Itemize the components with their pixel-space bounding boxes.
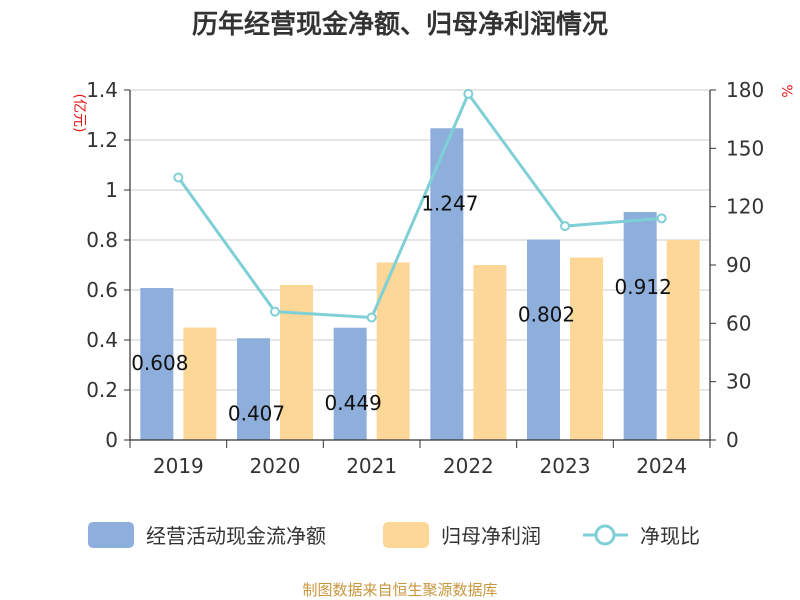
legend-swatch-cashflow: [88, 522, 134, 548]
data-label-cashflow: 0.449: [325, 391, 382, 415]
bar-netprofit: [473, 265, 507, 440]
right-tick-label: 0: [726, 428, 739, 452]
bar-cashflow: [623, 212, 657, 440]
left-tick-label: 0: [105, 428, 118, 452]
left-tick-label: 0.8: [86, 228, 118, 252]
bar-netprofit: [666, 240, 700, 440]
ratio-point: [656, 213, 667, 224]
legend: 经营活动现金流净额 归母净利润 净现比: [88, 522, 700, 548]
left-tick-label: 0.4: [86, 328, 118, 352]
right-axis-unit: %: [778, 84, 794, 97]
legend-label-ratio: 净现比: [640, 524, 700, 548]
right-tick-label: 120: [726, 195, 764, 219]
legend-swatch-netprofit: [383, 522, 429, 548]
ratio-line-path: [177, 92, 662, 319]
chart-title: 历年经营现金净额、归母净利润情况: [192, 9, 608, 40]
data-label-cashflow: 0.608: [131, 351, 188, 375]
bars: [140, 128, 700, 440]
legend-marker-ratio: [594, 524, 616, 546]
right-tick-label: 60: [726, 311, 751, 335]
x-tick-label: 2019: [153, 454, 204, 478]
left-tick-label: 1.4: [86, 78, 118, 102]
left-tick-label: 1: [105, 178, 118, 202]
right-tick-label: 90: [726, 253, 751, 277]
data-labels: 0.608 0.407 0.449 1.247 0.802 0.912: [131, 191, 672, 425]
right-tick-label: 180: [726, 78, 764, 102]
ratio-point: [560, 221, 570, 232]
left-tick-label: 0.6: [86, 278, 118, 302]
bar-netprofit: [183, 327, 217, 440]
ratio-point: [463, 88, 474, 99]
x-tick-label: 2022: [443, 454, 494, 478]
x-tick-label: 2024: [636, 454, 687, 478]
bar-cashflow: [527, 239, 560, 440]
bar-cashflow: [430, 128, 464, 440]
right-tick-label: 150: [726, 136, 764, 160]
x-tick-label: 2020: [250, 454, 301, 478]
left-axis-unit: (亿元): [71, 94, 87, 133]
bar-netprofit: [570, 257, 603, 440]
axes: 0 0.2 0.4 0.6 0.8 1 1.2 1.4 0 30 60 90 120 150 180 2019…: [86, 78, 764, 478]
x-tick-label: 2021: [346, 454, 397, 478]
ratio-point: [173, 172, 184, 183]
ratio-point: [366, 312, 377, 323]
right-tick-label: 30: [726, 370, 751, 394]
left-tick-label: 0.2: [86, 378, 118, 402]
bar-cashflow: [333, 327, 367, 440]
legend-label-cashflow: 经营活动现金流净额: [146, 524, 326, 548]
x-tick-label: 2023: [540, 454, 591, 478]
data-label-cashflow: 0.802: [518, 303, 575, 327]
data-label-cashflow: 0.912: [615, 275, 672, 299]
data-label-cashflow: 0.407: [228, 401, 285, 425]
ratio-point: [270, 306, 280, 317]
grid: [130, 89, 710, 441]
legend-label-netprofit: 归母净利润: [441, 524, 541, 548]
left-tick-label: 1.2: [86, 128, 118, 152]
ratio-line: [173, 88, 667, 323]
bar-cashflow: [237, 338, 270, 440]
bar-cashflow: [140, 288, 174, 440]
source-note: 制图数据来自恒生聚源数据库: [302, 581, 497, 599]
data-label-cashflow: 1.247: [421, 191, 478, 215]
